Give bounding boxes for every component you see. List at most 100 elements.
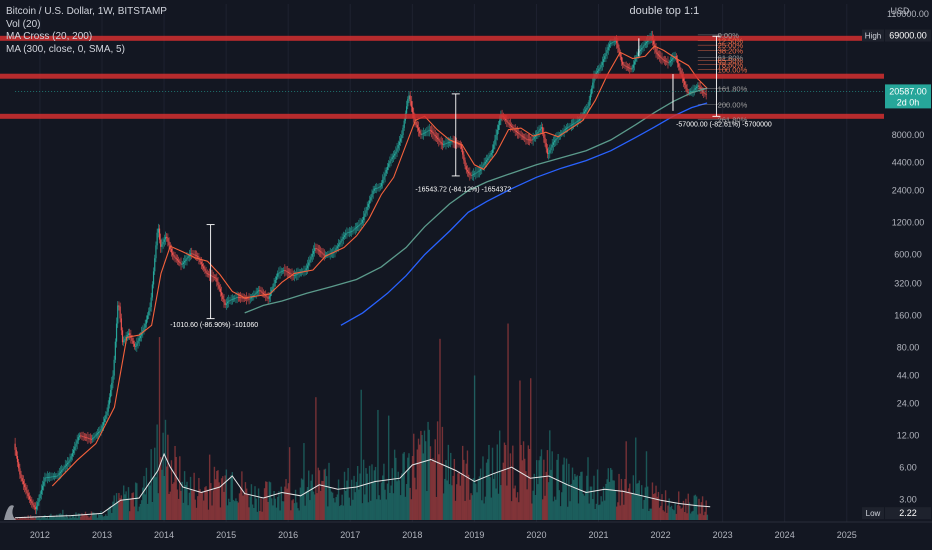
volume-bar <box>383 463 385 520</box>
volume-bar <box>367 502 370 520</box>
candle-body <box>657 54 660 56</box>
candle-body <box>655 48 657 53</box>
volume-bar <box>631 493 633 520</box>
volume-bar <box>578 475 581 520</box>
candle-body <box>374 188 377 190</box>
candle-body <box>290 273 292 275</box>
candle-body <box>532 138 534 140</box>
candle-body <box>433 133 435 135</box>
candle-body <box>520 134 522 136</box>
volume-bar <box>109 506 112 520</box>
volume-bar <box>354 492 356 520</box>
volume-bar <box>343 471 346 520</box>
volume-bar <box>191 490 193 520</box>
candle-body <box>491 149 494 154</box>
candle-body <box>636 55 638 59</box>
candle-body <box>690 91 692 93</box>
candle-body <box>693 89 695 91</box>
volume-bar <box>568 463 570 520</box>
volume-bar <box>470 493 472 520</box>
volume-bar <box>253 508 255 520</box>
candle-body <box>447 142 449 144</box>
y-tick-label: 1200.00 <box>892 218 925 228</box>
candle-body <box>84 436 87 438</box>
volume-bar <box>226 505 229 520</box>
candle-body <box>463 154 465 161</box>
volume-bar <box>605 483 607 520</box>
candle-body <box>126 335 128 337</box>
candle-body <box>441 143 443 145</box>
candle-body <box>253 294 255 297</box>
volume-bar <box>692 510 694 520</box>
volume-bar <box>175 456 177 520</box>
volume-bar <box>545 471 547 520</box>
volume-bar <box>297 508 299 520</box>
volume-bar <box>287 483 290 520</box>
candle-body <box>121 330 124 343</box>
low-value: 2.22 <box>899 508 917 518</box>
candle-body <box>254 293 256 295</box>
volume-bar <box>487 459 489 520</box>
x-tick-label: 2018 <box>402 530 422 540</box>
candle-body <box>342 237 344 239</box>
candle-body <box>477 171 479 173</box>
volume-bar <box>483 503 485 520</box>
volume-bar <box>33 518 35 520</box>
volume-bar <box>211 505 213 520</box>
candle-body <box>322 253 324 255</box>
candle-body <box>287 272 290 273</box>
candle-body <box>201 264 204 267</box>
candle-body <box>200 261 202 265</box>
candle-body <box>260 290 262 292</box>
volume-bar <box>415 489 417 520</box>
candle-body <box>281 270 284 272</box>
candle-body <box>642 46 644 49</box>
volume-bar <box>310 480 312 520</box>
candle-body <box>699 87 701 89</box>
candle-body <box>552 142 554 145</box>
volume-bar <box>673 510 675 520</box>
drawdown_2018-label: -16543.72 (-84.12%) -1654372 <box>415 187 511 194</box>
candle-body <box>370 197 372 201</box>
volume-bar <box>488 444 490 520</box>
volume-bar <box>498 430 501 520</box>
candle-body <box>471 174 473 176</box>
candle-body <box>577 120 580 122</box>
volume-bar <box>675 513 678 520</box>
candle-body <box>415 122 417 125</box>
double-top-label: double top 1:1 <box>630 5 700 17</box>
volume-bar <box>572 479 575 520</box>
candle-body <box>269 293 272 297</box>
volume-bar <box>163 475 165 520</box>
candle-body <box>41 485 44 490</box>
volume-bar <box>615 506 618 520</box>
y-tick-label: 24.00 <box>897 398 920 408</box>
candle-body <box>51 476 53 478</box>
volume-bar <box>244 482 247 520</box>
candle-body <box>228 300 230 302</box>
volume-bar <box>562 464 564 520</box>
volume-bar <box>463 459 465 520</box>
candle-body <box>579 118 581 121</box>
volume-bar <box>403 452 405 520</box>
volume-bar <box>347 468 349 520</box>
volume-bar <box>265 481 267 520</box>
volume-bar <box>355 481 358 520</box>
candle-body <box>207 273 210 275</box>
volume-bar <box>155 477 157 520</box>
volume-bar <box>452 475 454 520</box>
volume-bar <box>182 502 185 520</box>
volume-bar <box>698 498 700 520</box>
volume-bar <box>327 506 329 520</box>
candle-body <box>46 477 48 479</box>
volume-bar <box>353 475 355 520</box>
volume-bar <box>123 485 125 520</box>
candle-body <box>630 68 632 70</box>
volume-bar <box>666 512 668 520</box>
high-label: High <box>865 32 881 41</box>
volume-bar <box>514 485 516 520</box>
candle-body <box>68 461 70 463</box>
candle-body <box>546 148 549 154</box>
volume-bar <box>484 496 487 520</box>
